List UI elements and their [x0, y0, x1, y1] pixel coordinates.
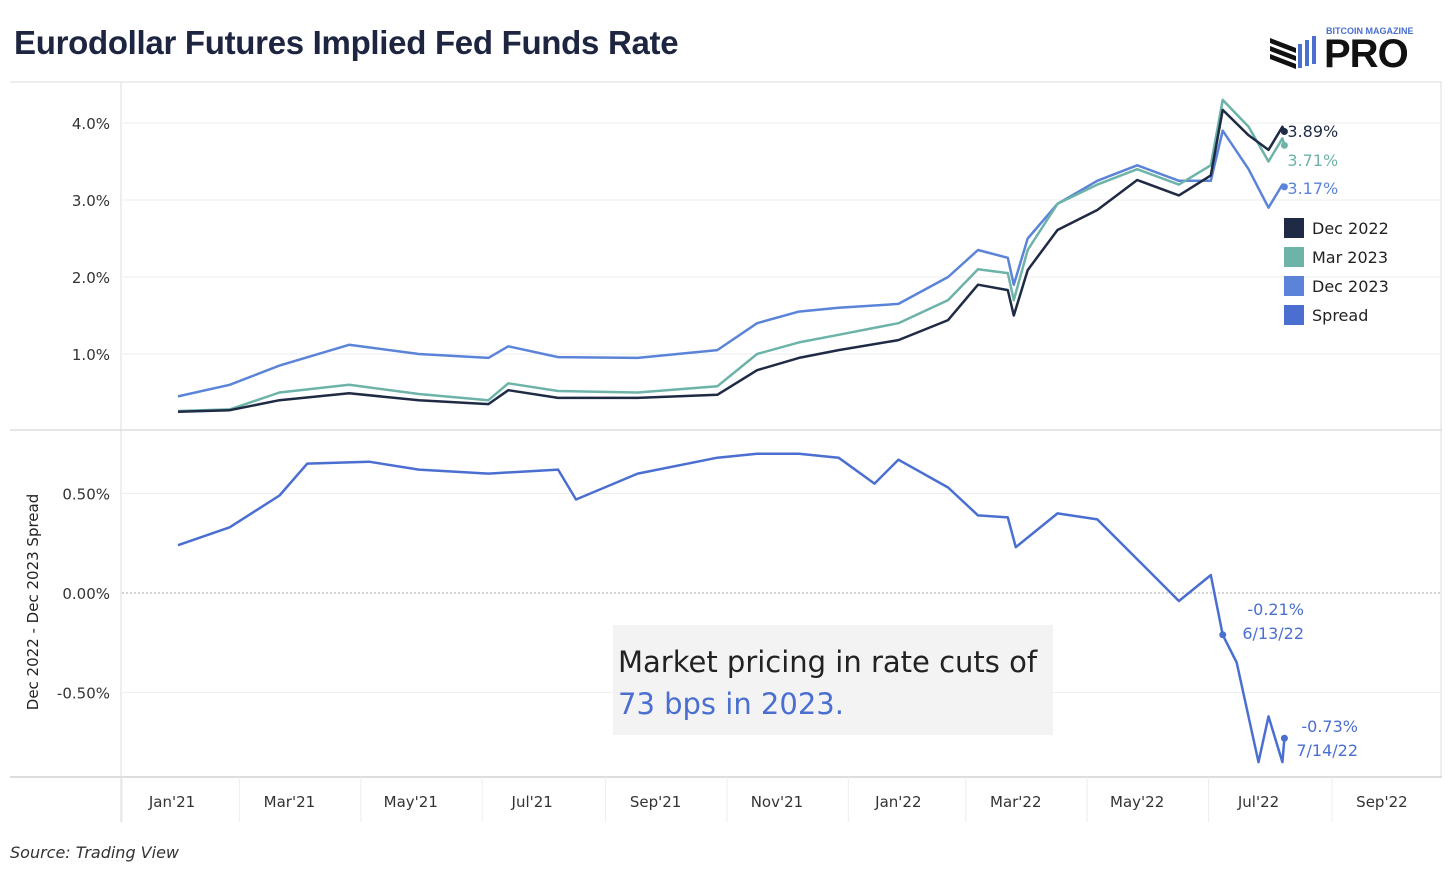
annotation-value: -0.73%: [1301, 717, 1358, 736]
x-tick-label: Sep'22: [1356, 793, 1407, 811]
logo-big-text: PRO: [1324, 32, 1409, 76]
series-end-label: 3.89%: [1287, 122, 1338, 141]
y-tick-label: 1.0%: [72, 346, 110, 364]
x-tick-label: Jan'21: [148, 793, 195, 811]
x-tick-label: Nov'21: [751, 793, 804, 811]
legend-swatch: [1284, 276, 1304, 296]
annotation-box: [613, 625, 1053, 735]
bitcoin-magazine-pro-logo: BITCOIN MAGAZINE PRO: [1268, 26, 1438, 76]
x-tick-label: Jan'22: [874, 793, 921, 811]
logo-bars-icon: [1270, 36, 1316, 69]
series-end-point: [1280, 183, 1288, 191]
y-tick-label: 3.0%: [72, 192, 110, 210]
series-end-label: 3.17%: [1287, 179, 1338, 198]
series-line-dec-2023: [177, 129, 1286, 398]
annotation-date: 6/13/22: [1242, 624, 1304, 643]
y-axis-label: Dec 2022 - Dec 2023 Spread: [24, 494, 42, 710]
annotation-point: [1280, 734, 1288, 742]
source-note: Source: Trading View: [10, 843, 179, 862]
logo-small-text: BITCOIN MAGAZINE: [1326, 26, 1414, 36]
annotation-line2: 73 bps in 2023.: [618, 687, 844, 721]
y-tick-label: 0.50%: [62, 486, 110, 504]
x-tick-label: Mar'22: [990, 793, 1042, 811]
legend-label: Dec 2023: [1312, 277, 1389, 296]
annotation-point: [1219, 631, 1227, 639]
x-tick-label: May'22: [1110, 793, 1164, 811]
x-tick-label: Mar'21: [264, 793, 316, 811]
legend-swatch: [1284, 218, 1304, 238]
legend-swatch: [1284, 247, 1304, 267]
annotation-value: -0.21%: [1247, 600, 1304, 619]
x-tick-label: Sep'21: [630, 793, 681, 811]
chart-title: Eurodollar Futures Implied Fed Funds Rat…: [14, 24, 679, 61]
series-line-dec-2022: [177, 108, 1286, 414]
y-tick-label: 4.0%: [72, 115, 110, 133]
annotation-date: 7/14/22: [1296, 741, 1358, 760]
y-tick-label: -0.50%: [57, 685, 110, 703]
x-tick-label: May'21: [384, 793, 438, 811]
series-end-point: [1280, 141, 1288, 149]
legend-label: Mar 2023: [1312, 248, 1388, 267]
x-tick-label: Jul'22: [1237, 793, 1279, 811]
series-end-label: 3.71%: [1287, 151, 1338, 170]
y-tick-label: 2.0%: [72, 269, 110, 287]
legend-label: Spread: [1312, 306, 1368, 325]
legend-label: Dec 2022: [1312, 219, 1389, 238]
legend-swatch: [1284, 305, 1304, 325]
x-tick-label: Jul'21: [511, 793, 553, 811]
series-line-mar-2023: [177, 98, 1286, 413]
y-tick-label: 0.00%: [62, 585, 110, 603]
series-end-point: [1280, 127, 1288, 135]
annotation-line1: Market pricing in rate cuts of: [618, 645, 1038, 679]
